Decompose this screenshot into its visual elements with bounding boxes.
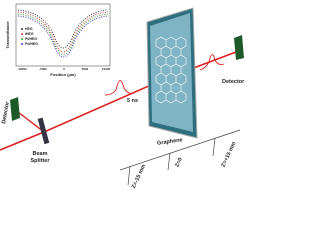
inset-x-tick: -10000 [17,67,27,71]
legend-marker [21,28,23,30]
label: Detector [222,79,245,85]
label: Z=+15 mm [221,141,238,168]
z-marker [127,165,131,186]
label: Splitter [31,158,51,164]
pulse [199,54,225,71]
inset-y-label: Transmittance [5,21,10,49]
laser-beam [43,77,168,133]
legend-label: Pd/HEG [25,42,38,46]
legend-label: HEG [25,27,33,31]
beam-splitter [37,117,50,145]
z-marker [167,152,171,171]
detector-right [234,35,244,60]
legend-marker [21,43,23,45]
label: Beam [33,151,48,157]
legend-marker [21,33,23,35]
label: Detector [1,100,11,124]
inset-x-tick: 10000 [102,67,111,71]
curve [17,15,109,58]
label: 5 ns [127,98,138,104]
legend-label: IHEG [25,32,34,36]
inset-frame [15,3,111,67]
inset-x-tick: 0 [63,67,65,71]
laser-beam [0,131,45,151]
inset-x-tick: -5000 [39,67,47,71]
z-axis [119,129,241,171]
z-marker [212,137,216,157]
inset-chart: Transmittance Position (µm) -10000 -5000 0… [5,3,111,77]
label: Z=0 [174,157,184,168]
laser-beam [17,111,45,133]
pulse [104,80,135,96]
inset-x-tick: 5000 [82,67,89,71]
curve [17,9,109,49]
diagram: Transmittance Position (µm) -10000 -5000 0… [0,3,245,189]
label: Z=-15 mm [131,164,147,189]
graphene-panel [146,7,198,139]
inset-x-label: Position (µm) [50,72,76,77]
legend-label: Pt/HEG [25,37,37,41]
detector-left [10,97,20,121]
legend-marker [21,38,23,40]
label: Graphene [157,137,183,147]
